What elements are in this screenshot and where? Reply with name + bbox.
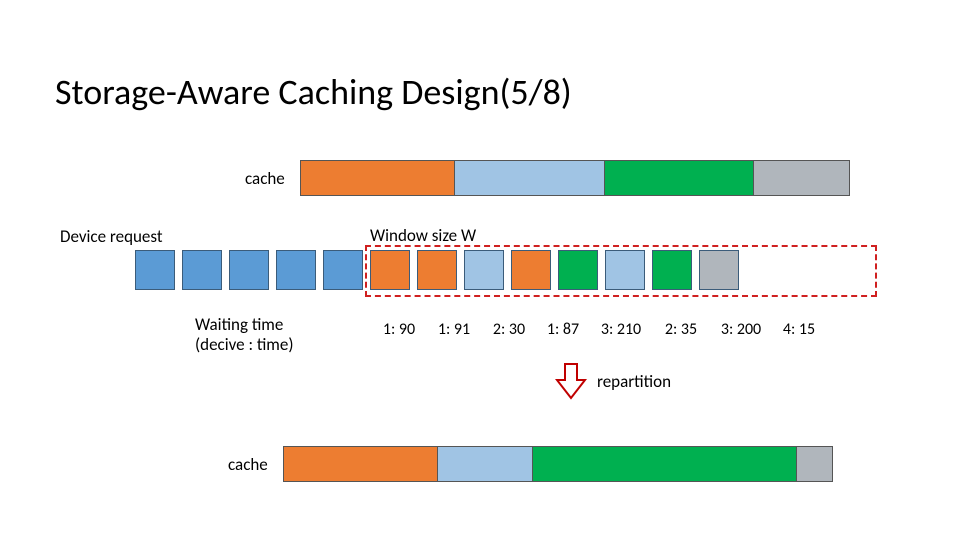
waiting-time-value: 3: 210 [592,320,650,339]
down-arrow-icon [555,362,587,400]
waiting-times-row: 1: 90 1: 91 2: 30 1: 87 3: 210 2: 35 3: 200 4: … [374,320,823,339]
waiting-time-value: 1: 90 [374,320,424,339]
repartition-group: repartition [555,362,671,400]
cache-segment [438,447,533,481]
waiting-time-value: 3: 200 [712,320,770,339]
cache-segment [301,161,455,195]
waiting-time-value: 1: 91 [429,320,479,339]
cache-label-bottom: cache [228,454,268,475]
waiting-time-value: 2: 35 [655,320,707,339]
waiting-time-value: 4: 15 [775,320,823,339]
waiting-time-label: Waiting time (decive : time) [195,315,294,356]
cache-segment [284,447,438,481]
request-square [323,250,363,290]
slide-title: Storage-Aware Caching Design(5/8) [55,70,572,114]
cache-bar-bottom [283,446,833,482]
cache-bar-top [300,160,850,196]
waiting-time-value: 2: 30 [484,320,534,339]
request-square [135,250,175,290]
cache-segment [455,161,604,195]
request-square [229,250,269,290]
waiting-line-2: (decive : time) [195,334,294,355]
cache-segment [754,161,849,195]
device-request-label: Device request [60,226,163,247]
waiting-time-value: 1: 87 [539,320,587,339]
window-box [365,245,877,297]
window-size-label: Window size W [370,225,476,246]
repartition-label: repartition [597,371,671,392]
request-square [276,250,316,290]
cache-segment [605,161,754,195]
waiting-line-1: Waiting time [195,314,283,335]
request-square [182,250,222,290]
cache-segment [533,447,797,481]
cache-segment [797,447,832,481]
cache-label-top: cache [245,168,285,189]
